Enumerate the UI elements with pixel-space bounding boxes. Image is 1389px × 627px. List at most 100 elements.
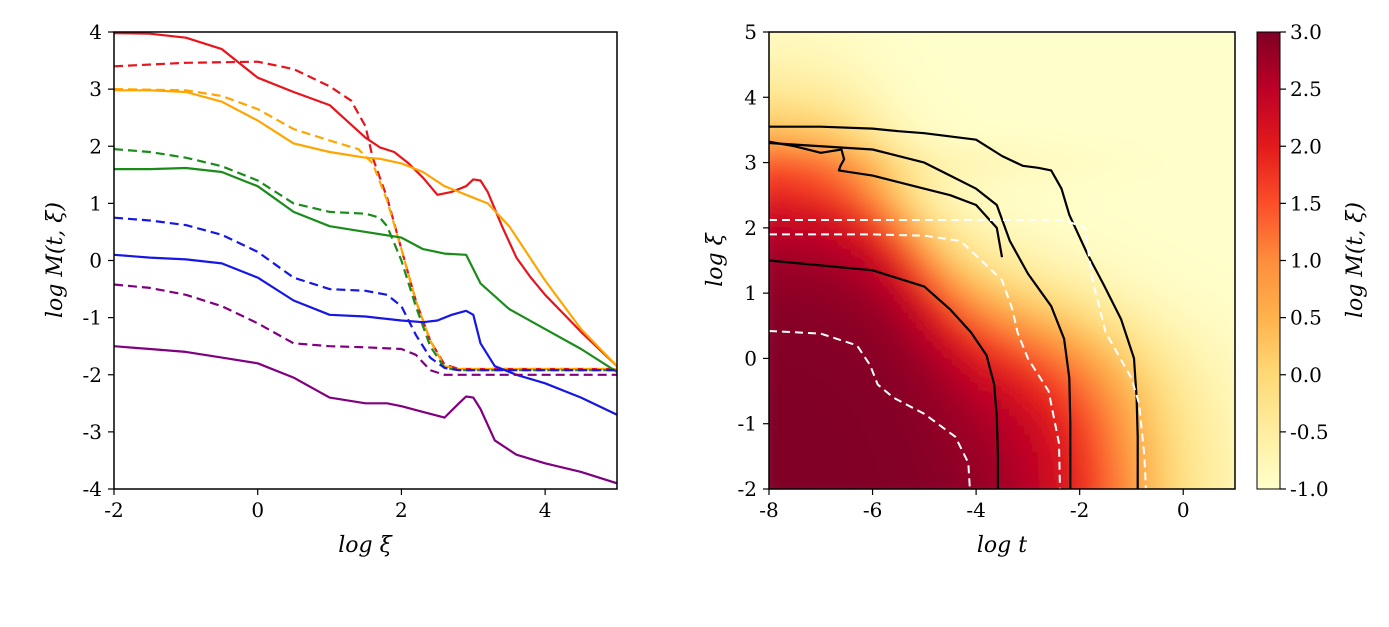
heatmap-cell bbox=[1141, 205, 1151, 216]
heatmap-cell bbox=[1180, 223, 1189, 234]
heatmap-cell bbox=[1165, 32, 1174, 33]
heatmap-cell bbox=[955, 479, 964, 489]
heatmap-cell bbox=[955, 95, 964, 106]
heatmap-cell bbox=[1048, 187, 1057, 198]
heatmap-cell bbox=[1017, 306, 1026, 316]
heatmap-cell bbox=[838, 333, 848, 344]
heatmap-cell bbox=[800, 297, 809, 307]
heatmap-cell bbox=[1064, 443, 1073, 454]
heatmap-cell bbox=[847, 14, 855, 24]
heatmap-cell bbox=[1056, 132, 1065, 143]
heatmap-cell bbox=[777, 14, 785, 24]
heatmap-cell bbox=[1048, 32, 1057, 33]
heatmap-cell bbox=[877, 32, 887, 42]
heatmap-cell bbox=[1196, 14, 1204, 24]
heatmap-cell bbox=[1188, 361, 1197, 371]
heatmap-cell bbox=[1033, 452, 1042, 463]
heatmap-cell bbox=[862, 351, 871, 362]
heatmap-cell bbox=[1009, 351, 1019, 362]
heatmap-cell bbox=[1149, 443, 1158, 454]
heatmap-cell bbox=[1134, 324, 1143, 335]
heatmap-cell bbox=[815, 86, 824, 97]
heatmap-cell bbox=[963, 86, 972, 97]
heatmap-cell bbox=[932, 114, 941, 124]
heatmap-cell bbox=[978, 479, 988, 489]
heatmap-cell bbox=[1149, 214, 1158, 225]
heatmap-cell bbox=[1118, 351, 1127, 362]
heatmap-cell bbox=[948, 507, 956, 517]
heatmap-cell bbox=[1033, 95, 1042, 106]
heatmap-cell bbox=[800, 114, 809, 124]
heatmap-cell bbox=[1243, 352, 1251, 362]
heatmap-cell bbox=[1071, 242, 1081, 252]
heatmap-cell bbox=[955, 105, 964, 115]
heatmap-cell bbox=[955, 77, 964, 88]
heatmap-cell bbox=[1165, 434, 1174, 444]
heatmap-cell bbox=[963, 41, 972, 51]
heatmap-cell bbox=[1180, 306, 1189, 316]
heatmap-cell bbox=[924, 59, 933, 70]
heatmap-cell bbox=[1087, 159, 1096, 170]
heatmap-cell bbox=[924, 132, 933, 143]
heatmap-cell bbox=[877, 397, 887, 408]
heatmap-cell bbox=[1033, 470, 1042, 481]
heatmap-cell bbox=[823, 5, 831, 15]
heatmap-cell bbox=[784, 324, 793, 335]
heatmap-cell bbox=[869, 388, 879, 399]
heatmap-cell bbox=[932, 278, 941, 289]
heatmap-cell bbox=[1110, 324, 1120, 335]
heatmap-cell bbox=[831, 379, 840, 390]
heatmap-cell bbox=[955, 443, 964, 454]
heatmap-cell bbox=[838, 214, 848, 225]
heatmap-cell bbox=[854, 150, 863, 161]
heatmap-cell bbox=[932, 306, 941, 316]
heatmap-cell bbox=[1188, 452, 1197, 463]
heatmap-cell bbox=[1119, 498, 1127, 508]
heatmap-cell bbox=[784, 333, 793, 344]
heatmap-cell bbox=[769, 425, 778, 435]
heatmap-cell bbox=[955, 150, 964, 161]
heatmap-cell bbox=[1040, 86, 1050, 97]
heatmap-cell bbox=[947, 379, 956, 390]
heatmap-cell bbox=[893, 351, 902, 362]
heatmap-cell bbox=[823, 498, 831, 508]
heatmap-cell bbox=[877, 159, 887, 170]
heatmap-cell bbox=[932, 132, 941, 143]
heatmap-cell bbox=[1095, 489, 1103, 499]
heatmap-cell bbox=[823, 397, 832, 408]
heatmap-cell bbox=[878, 5, 886, 15]
heatmap-cell bbox=[1180, 260, 1189, 271]
heatmap-cell bbox=[986, 95, 995, 106]
heatmap-cell bbox=[862, 388, 871, 399]
heatmap-cell bbox=[800, 41, 809, 51]
heatmap-cell bbox=[1118, 425, 1127, 435]
heatmap-cell bbox=[846, 187, 856, 198]
heatmap-cell bbox=[807, 278, 817, 289]
heatmap-cell bbox=[1025, 50, 1034, 61]
heatmap-cell bbox=[1172, 59, 1182, 70]
heatmap-cell bbox=[1235, 334, 1243, 344]
heatmap-cell bbox=[823, 297, 832, 307]
heatmap-cell bbox=[815, 415, 824, 426]
heatmap-cell bbox=[800, 470, 809, 481]
heatmap-cell bbox=[1017, 86, 1026, 97]
heatmap-cell bbox=[940, 14, 948, 24]
heatmap-cell bbox=[815, 159, 824, 170]
line-series-group bbox=[114, 32, 617, 485]
heatmap-cell bbox=[916, 434, 925, 444]
heatmap-cell bbox=[1203, 361, 1213, 371]
heatmap-cell bbox=[862, 470, 871, 481]
heatmap-cell bbox=[1141, 297, 1151, 307]
heatmap-cell bbox=[823, 114, 832, 124]
heatmap-cell bbox=[1071, 86, 1081, 97]
heatmap-cell bbox=[869, 32, 879, 33]
heatmap-cell bbox=[1118, 342, 1127, 353]
heatmap-cell bbox=[1180, 470, 1189, 481]
heatmap-cell bbox=[1071, 324, 1081, 335]
heatmap-cell bbox=[994, 50, 1003, 61]
heatmap-cell bbox=[1033, 370, 1042, 380]
heatmap-cell bbox=[815, 461, 824, 472]
heatmap-cell bbox=[831, 461, 840, 472]
y-tick-label: 0 bbox=[744, 346, 757, 370]
heatmap-cell bbox=[1079, 315, 1089, 326]
